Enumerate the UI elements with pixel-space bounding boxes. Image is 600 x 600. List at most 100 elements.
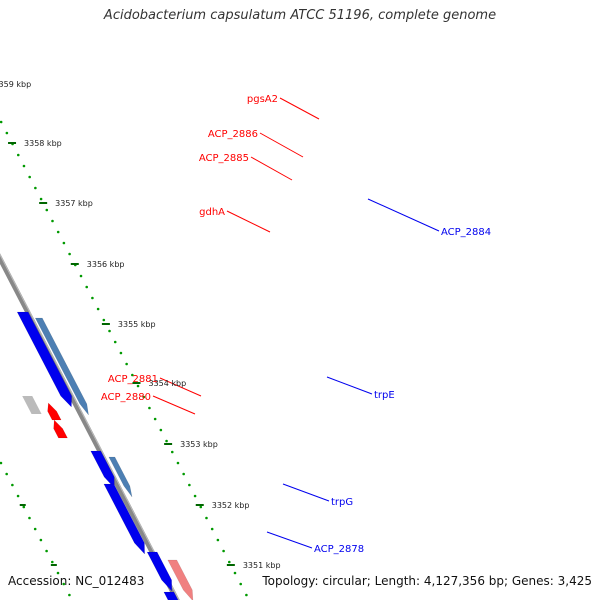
ring-dot [0,120,3,124]
ring-dot [11,483,14,487]
ruler-tick-label: 3356 kbp [87,260,125,269]
ring-dot [216,538,220,542]
ring-dot [119,351,123,355]
gene-blue-ACP_2878 [103,483,145,555]
ring-dot [170,450,174,454]
ring-dot [193,494,197,498]
ruler-tick-layer: 3359 kbp 3358 kbp 3357 kbp 3356 kbp 3355 kbp… [0,23,281,570]
gene-red-6 [53,419,68,439]
ring-dot [210,527,214,531]
gene-pink-1 [167,559,194,600]
gene-leader-line [226,210,271,233]
ring-dot [96,307,100,311]
ring-dot [51,219,54,223]
ruler-tick-label: 3351 kbp [243,561,281,570]
ruler-tick-label: 3352 kbp [212,501,250,510]
ruler-tick-label: 3355 kbp [118,320,156,329]
ring-dot [205,516,208,520]
ring-dot [222,549,225,553]
gene-label-red: gdhA [199,207,225,218]
gene-blue-9 [146,551,173,592]
ring-dot [245,593,248,597]
ring-dot [5,131,9,135]
ring-dot [239,582,243,586]
ring-dot [188,483,191,487]
ring-dot [182,472,185,476]
ring-dot [227,560,231,564]
gene-blue-trpG [90,450,115,489]
ring-dot [16,494,20,498]
ring-dot [22,164,26,168]
gene-leader-line [266,531,313,549]
gene-blue-10 [163,591,179,600]
ring-dot [22,505,26,509]
genome-backbone-highlight [0,253,180,600]
gene-steelblue-trpE [34,317,89,416]
ring-dot [102,318,106,322]
ring-dot [39,538,43,542]
ring-dot [159,428,163,432]
gene-leader-line [279,97,320,120]
ring-dot [142,395,146,399]
ring-dot [45,549,48,553]
ring-dot [108,329,111,333]
ring-dot [136,384,140,388]
gene-label-blue: ACP_2878 [314,544,364,555]
gene-label-blue: ACP_2884 [441,227,491,238]
accession-text: Accession: NC_012483 [8,574,145,588]
gene-blue-trpE [16,311,72,408]
gene-label-red: ACP_2881 [108,374,158,385]
gene-leader-line [367,198,440,232]
ring-dot [50,560,54,564]
genome-backbone [0,253,180,600]
gene-leader-line [326,376,373,395]
ring-dot [62,241,66,245]
ring-dot [39,197,43,201]
gene-label-red: pgsA2 [247,94,278,105]
ring-dot [85,285,89,289]
ring-dot [176,461,180,465]
gene-leader-line [250,156,293,181]
gene-leader-line [159,377,202,397]
genome-summary-text: Topology: circular; Length: 4,127,356 bp… [262,574,592,588]
ring-dot [131,373,134,377]
gene-label-red: ACP_2880 [101,392,151,403]
ring-dot [165,439,168,443]
gene-label-blue: trpG [331,497,353,508]
gene-gray-2 [22,396,42,414]
ring-dot [79,274,83,278]
gene-steelblue-trpG [108,456,133,498]
ring-dot [62,582,66,586]
ruler-tick-label: 3353 kbp [180,440,218,449]
ring-dot [91,296,94,300]
gene-label-blue: trpE [374,390,395,401]
ring-dot [56,571,60,575]
ruler-tick-label: 3358 kbp [24,139,62,148]
gene-leader-line [282,483,330,502]
ring-dot [16,153,20,157]
ring-dot [28,516,31,520]
feature-tracks [0,120,248,600]
ring-dot [5,472,8,476]
ring-dot [34,186,37,190]
gene-label-red: ACP_2886 [208,129,258,140]
ring-dot [68,252,71,256]
ruler-tick-label: 3359 kbp [0,80,31,89]
ring-dot [33,527,37,531]
genome-title: Acidobacterium capsulatum ATCC 51196, co… [103,8,497,23]
gene-red-5 [47,402,62,421]
ruler-tick-label: 3357 kbp [55,199,93,208]
inner-dot-ring [0,120,248,597]
ring-dot [233,571,237,575]
ring-dot [45,208,49,212]
ring-dot [199,505,203,509]
ring-dot [68,593,71,597]
ring-dot [56,230,60,234]
ring-dot [0,461,3,465]
ring-dot [113,340,117,344]
ring-dot [28,175,31,179]
outer-dot-ring [0,461,71,597]
gene-leader-line [152,395,196,415]
ring-dot [125,362,128,366]
